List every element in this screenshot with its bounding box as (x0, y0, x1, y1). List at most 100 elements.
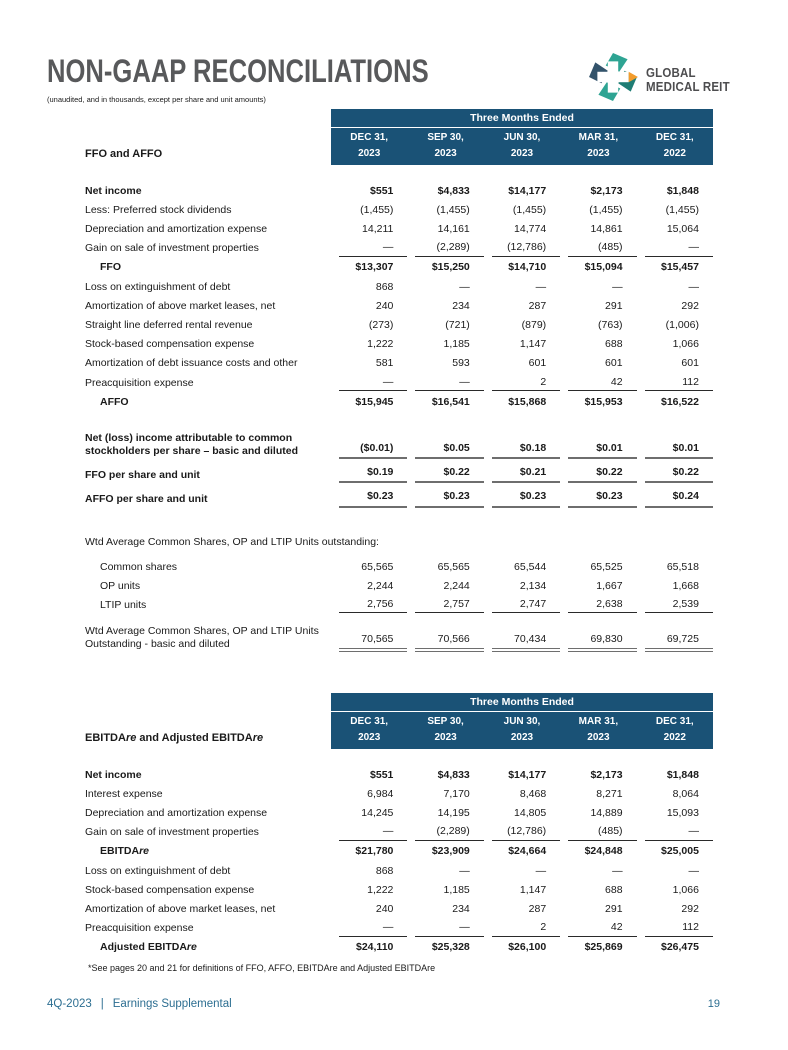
period-header-line: SEP 30, (427, 716, 464, 727)
value-cell: 292 (637, 903, 713, 918)
value: 240 (375, 903, 394, 915)
value-cell: 1,066 (637, 338, 713, 353)
value-cell: 70,566 (407, 633, 484, 653)
value: $1,848 (666, 768, 699, 781)
table-row: FFO $13,307 $15,250 $14,710 $15,094 $15,457 (85, 257, 713, 276)
table-row: AFFO per share and unit $0.23 $0.23 $0.23 $0… (85, 488, 713, 508)
value: 8,064 (672, 787, 699, 800)
value-cell: $0.23 (560, 490, 637, 508)
logo-line1: GLOBAL (646, 65, 696, 80)
value: 2 (491, 921, 561, 937)
value-cell: 70,565 (331, 633, 408, 653)
page-subtitle: (unaudited, and in thousands, except per… (47, 95, 266, 104)
value-cell: 1,667 (560, 580, 636, 595)
value: 65,565 (361, 560, 394, 573)
value: $551 (370, 184, 394, 197)
ebitdare-table: EBITDAre and Adjusted EBITDAre Three Mon… (85, 693, 713, 956)
value: $2,173 (590, 184, 623, 197)
value: — (612, 864, 623, 877)
value-cell: 14,889 (560, 807, 636, 822)
value-cell: $0.18 (484, 442, 561, 460)
value: $15,457 (660, 261, 699, 274)
value-cell: $13,307 (331, 261, 407, 276)
value-cell: 8,064 (637, 788, 713, 803)
value-cell: 2,747 (484, 598, 561, 614)
value-cell: (485) (560, 241, 637, 257)
table-row: Depreciation and amortization expense 14,… (85, 802, 713, 821)
value-cell: (1,006) (637, 319, 713, 334)
value: 14,861 (590, 223, 623, 236)
row-label: Gain on sale of investment properties (85, 242, 259, 255)
row-label: Interest expense (85, 787, 163, 800)
value-cell: $4,833 (407, 185, 483, 200)
value: $24,848 (584, 845, 623, 858)
three-months-ended-band: Three Months Ended DEC 31, 2023 SEP 30, 202… (331, 109, 713, 165)
table-row: Net (loss) income attributable to common… (85, 432, 713, 460)
value: — (535, 864, 547, 877)
value-cell: $0.24 (637, 490, 713, 508)
value: 14,774 (514, 223, 547, 236)
value-cell: 14,245 (331, 807, 407, 822)
value-cell: (721) (407, 319, 483, 334)
value: 868 (375, 280, 394, 293)
period-header-line: JUN 30, (503, 716, 541, 727)
table-row: Less: Preferred stock dividends (1,455) (1… (85, 199, 713, 218)
period-column-header: MAR 31, 2023 (560, 130, 636, 161)
footer-divider: | (100, 998, 104, 1010)
value-cell: 688 (560, 884, 636, 899)
row-label: Straight line deferred rental revenue (85, 319, 253, 331)
period-column-header: SEP 30, 2023 (407, 714, 483, 745)
value: $0.22 (568, 466, 637, 484)
value: $0.05 (415, 442, 484, 460)
value-cell: 2 (484, 921, 561, 937)
value: 65,565 (437, 560, 470, 573)
value-cell: 65,565 (407, 561, 483, 576)
row-label: OP units (100, 579, 141, 592)
value: $0.23 (339, 490, 408, 508)
value: — (644, 241, 713, 257)
value-cell: $25,869 (560, 941, 636, 956)
value: 65,518 (666, 560, 699, 573)
value-cell: 15,093 (637, 807, 713, 822)
value-cell: 240 (331, 300, 407, 315)
period-header-line: 2023 (587, 147, 610, 159)
ffo-affo-table-rows: Net income $551 $4,833 $14,177 $2,173 $1,848 L… (85, 180, 713, 653)
medical-cross-pinwheel-icon (588, 52, 638, 107)
row-label: Amortization of debt issuance costs and … (85, 357, 298, 370)
band-title: Three Months Ended (331, 693, 713, 712)
value-cell: $0.21 (484, 466, 561, 484)
value: $25,005 (660, 845, 699, 858)
value-cell: 292 (637, 300, 713, 315)
value-cell: $0.01 (560, 442, 637, 460)
table-row: OP units 2,244 2,244 2,134 1,667 1,668 (85, 575, 713, 594)
value: — (415, 921, 484, 937)
value: — (415, 376, 484, 392)
value: — (688, 864, 699, 877)
footer-label: Earnings Supplemental (112, 998, 232, 1010)
value-cell: 287 (484, 300, 560, 315)
period-header-line: DEC 31, (350, 716, 389, 727)
value-cell: $551 (331, 185, 407, 200)
value-cell: 688 (560, 338, 636, 353)
value: $0.18 (491, 442, 561, 460)
value-cell: $0.19 (331, 466, 408, 484)
value-cell: 65,544 (484, 561, 560, 576)
value: — (459, 864, 470, 877)
value: — (612, 280, 623, 293)
table-row: Net income $551 $4,833 $14,177 $2,173 $1,848 (85, 180, 713, 199)
value: $0.22 (415, 466, 484, 484)
value: (12,786) (491, 241, 561, 257)
section-label-ebitdare: EBITDAre and Adjusted EBITDAre (85, 732, 263, 744)
value: (485) (568, 241, 637, 257)
value-cell: 15,064 (637, 223, 713, 238)
value: $24,110 (356, 941, 394, 954)
value-cell: $0.22 (407, 466, 484, 484)
value-cell: 8,468 (484, 788, 560, 803)
label-part: EBITDA (85, 732, 126, 744)
value-cell: — (560, 281, 636, 296)
value: $25,869 (584, 941, 623, 954)
value: — (339, 241, 408, 257)
value: 2,539 (644, 598, 713, 614)
value: 291 (605, 299, 623, 312)
table-row: Preacquisition expense — — 2 42 112 (85, 918, 713, 937)
